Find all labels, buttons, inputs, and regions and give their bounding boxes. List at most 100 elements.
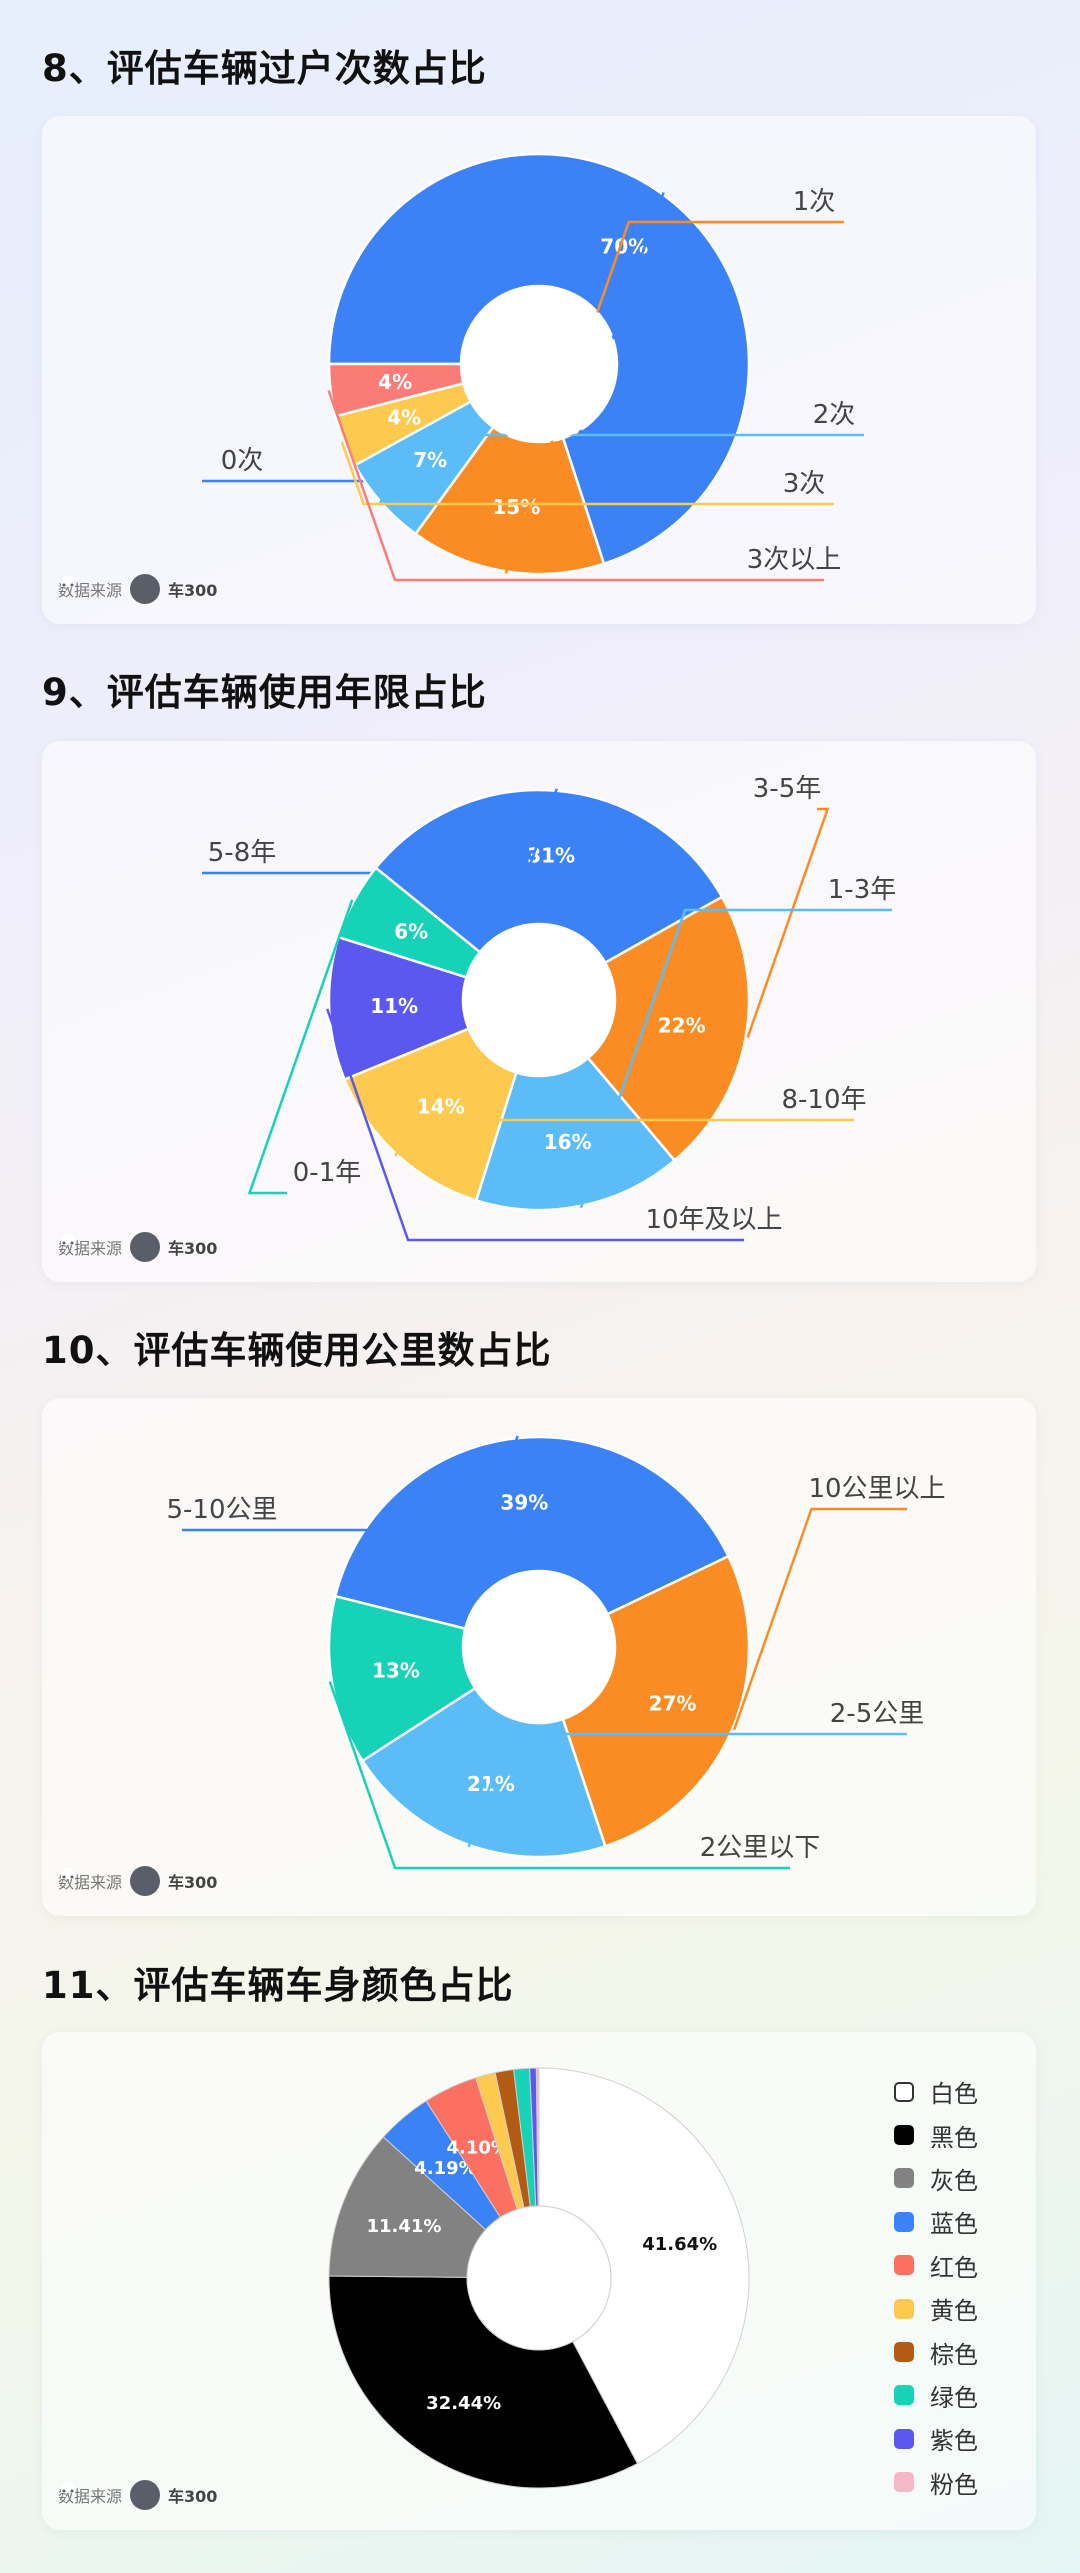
legend-label: 白色 [930, 2080, 978, 2109]
legend-label: 黄色 [930, 2297, 978, 2326]
leader-line-1-2 [579, 908, 892, 1209]
data-source: 数据来源 车300 [58, 574, 217, 604]
category-label-0-2: 2次 [813, 400, 856, 430]
legend-swatch [894, 2081, 914, 2102]
legend-label: 红色 [930, 2253, 978, 2282]
leader-line-0-1 [504, 220, 844, 574]
category-label-1-5: 0-1年 [293, 1158, 361, 1188]
legend-swatch [894, 2472, 914, 2493]
category-label-0-3: 3次 [783, 469, 826, 499]
legend-item: 红色 [894, 2244, 978, 2287]
leader-line-2-3 [328, 1681, 790, 1870]
leader-line-0-4 [327, 390, 824, 582]
value-label-0-3: 4% [387, 405, 421, 429]
category-label-1-2: 1-3年 [828, 875, 896, 905]
legend-swatch [894, 2342, 914, 2363]
legend-label: 粉色 [930, 2470, 978, 2499]
leader-line-1-0 [202, 788, 558, 875]
value-label-3-2: 11.41% [366, 2216, 441, 2237]
leader-line-2-2 [467, 1732, 907, 1848]
category-label-2-1: 10公里以上 [808, 1474, 945, 1504]
car-logo-icon [61, 1232, 161, 1262]
legend-label: 灰色 [930, 2166, 978, 2195]
value-label-1-4: 11% [370, 994, 418, 1018]
data-source: 数据来源 车300 [58, 1232, 217, 1262]
value-label-1-2: 16% [544, 1130, 592, 1154]
pie-slice-2-1 [561, 1554, 751, 1848]
leader-line-1-5 [247, 899, 354, 1195]
source-brand: 车300 [168, 581, 218, 600]
legend-label: 绿色 [930, 2383, 978, 2412]
donut-hole-1 [463, 924, 615, 1076]
category-label-0-1: 1次 [793, 187, 836, 217]
legend-item: 粉色 [894, 2461, 978, 2504]
value-label-0-4: 4% [378, 370, 412, 394]
legend-item: 灰色 [894, 2157, 978, 2200]
value-label-3-4: 4.10% [446, 2138, 508, 2159]
category-label-1-1: 3-5年 [753, 774, 821, 804]
value-label-2-1: 27% [649, 1692, 697, 1716]
legend-swatch [894, 2255, 914, 2276]
source-brand: 车300 [168, 2487, 218, 2506]
legend-label: 黑色 [930, 2123, 978, 2152]
category-label-2-3: 2公里以下 [700, 1833, 821, 1863]
legend-item: 绿色 [894, 2374, 978, 2417]
category-label-2-2: 2-5公里 [830, 1699, 924, 1729]
chart-card-transfer: 70% 0次 15% 1次 7% 2次 4% 3次 4% 3次以上 数据来源 车300 [42, 116, 1036, 624]
chart-title-transfer: 8、评估车辆过户次数占比 [42, 47, 487, 90]
legend-item: 白色 [894, 2070, 978, 2113]
value-label-1-5: 6% [394, 919, 428, 943]
chart-card-mileage: 39% 5-10公里 27% 10公里以上 21% 2-5公里 13% 2公里以下 数据来源 … [42, 1398, 1036, 1916]
value-label-0-2: 7% [413, 448, 447, 472]
value-label-3-3: 4.19% [414, 2158, 476, 2179]
leader-line-1-3 [394, 1118, 854, 1157]
legend-swatch [894, 2428, 914, 2449]
legend-swatch [894, 2385, 914, 2406]
data-source: 数据来源 车300 [58, 1866, 217, 1896]
leader-line-2-0 [182, 1435, 519, 1532]
source-brand: 车300 [168, 1239, 218, 1258]
car-logo-icon [61, 2480, 161, 2510]
category-label-1-3: 8-10年 [781, 1085, 866, 1115]
value-label-2-0: 39% [500, 1491, 548, 1515]
leader-line-0-3 [340, 441, 834, 506]
legend-label: 蓝色 [930, 2210, 978, 2239]
leader-line-1-4 [326, 1008, 744, 1242]
legend-item: 蓝色 [894, 2200, 978, 2243]
legend-swatch [894, 2168, 914, 2189]
car-logo-icon [61, 1866, 161, 1896]
legend-swatch [894, 2298, 914, 2319]
category-label-0-0: 0次 [221, 446, 264, 476]
value-label-2-3: 13% [372, 1659, 420, 1683]
pie-chart-color: 41.64% 32.44% 11.41% 4.19%4.10% [328, 2067, 750, 2489]
legend-item: 棕色 [894, 2330, 978, 2373]
legend-item: 黑色 [894, 2113, 978, 2156]
data-source: 数据来源 车300 [58, 2480, 217, 2510]
chart-title-color: 11、评估车辆车身颜色占比 [42, 1964, 514, 2007]
donut-hole-2 [463, 1571, 615, 1723]
value-label-3-0: 41.64% [642, 2234, 717, 2255]
chart-card-color: 41.64% 32.44% 11.41% 4.19% 4.10% 白色黑色灰色蓝色红色黄… [42, 2032, 1036, 2530]
chart-card-age: 31% 5-8年 22% 3-5年 16% 1-3年 14% 8-10年 11% 10年及以上 6%… [42, 741, 1036, 1282]
car-logo-icon [61, 574, 161, 604]
legend-label: 紫色 [930, 2427, 978, 2456]
value-label-3-1: 32.44% [426, 2393, 501, 2414]
value-label-1-1: 22% [658, 1014, 706, 1038]
legend-swatch [894, 2211, 914, 2232]
legend-label: 棕色 [930, 2340, 978, 2369]
category-label-2-0: 5-10公里 [166, 1495, 277, 1525]
chart-title-mileage: 10、评估车辆使用公里数占比 [42, 1329, 552, 1372]
leader-line-2-1 [732, 1507, 907, 1731]
legend-item: 黄色 [894, 2287, 978, 2330]
category-label-0-4: 3次以上 [747, 545, 842, 575]
category-label-1-0: 5-8年 [208, 838, 276, 868]
value-label-1-3: 14% [417, 1095, 465, 1119]
leader-line-1-1 [746, 807, 830, 1038]
donut-hole-0 [461, 286, 617, 442]
donut-hole-3 [466, 2205, 612, 2351]
legend-color: 白色黑色灰色蓝色红色黄色棕色绿色紫色粉色 [894, 2070, 978, 2504]
legend-swatch [894, 2125, 914, 2146]
chart-title-age: 9、评估车辆使用年限占比 [42, 671, 487, 714]
